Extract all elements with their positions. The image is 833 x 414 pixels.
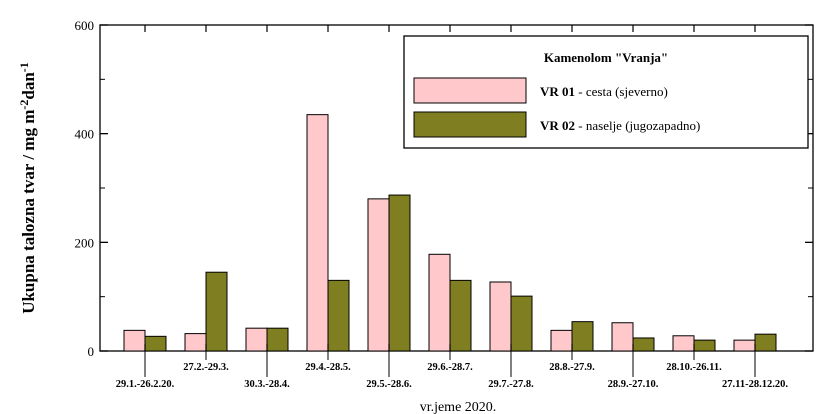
legend: Kamenolom "Vranja" VR 01 - cesta (sjever… <box>403 35 809 149</box>
x-axis: 29.1.-26.2.20. 27.2.-29.3. 30.3.-28.4. 29.4… <box>116 25 788 390</box>
bar-vr01 <box>367 198 390 352</box>
x-tick-label: 27.11-28.12.20. <box>722 379 788 390</box>
bar-vr01 <box>428 253 451 352</box>
bar-vr01 <box>184 333 207 352</box>
x-tick-label: 28.8.-27.9. <box>549 362 595 373</box>
legend-swatch <box>413 111 527 138</box>
bar-vr01 <box>611 322 634 352</box>
y-tick-label: 200 <box>75 235 95 250</box>
bar-vr02 <box>754 333 777 352</box>
y-axis: 0 200 400 600 <box>75 18 813 359</box>
bar-vr02 <box>144 335 167 352</box>
bar-vr01 <box>733 339 756 352</box>
x-tick-label: 29.7.-27.8. <box>488 379 534 390</box>
bar-vr01 <box>245 327 268 352</box>
legend-entry: VR 02 - naselje (jugozapadno) <box>540 118 700 133</box>
x-tick-label: 29.1.-26.2.20. <box>116 379 175 390</box>
bar-vr01 <box>550 329 573 352</box>
x-tick-label: 29.6.-28.7. <box>427 362 473 373</box>
x-tick-label: 28.10.-26.11. <box>666 362 722 373</box>
y-tick-label: 600 <box>75 18 95 33</box>
x-tick-label: 30.3.-28.4. <box>244 379 290 390</box>
bar-vr02 <box>571 321 594 352</box>
x-axis-title: vr.jeme 2020. <box>420 400 497 414</box>
x-tick-label: 29.5.-28.6. <box>366 379 412 390</box>
x-tick-label: 29.4.-28.5. <box>305 362 351 373</box>
legend-title: Kamenolom "Vranja" <box>544 50 668 65</box>
bar-vr01 <box>489 281 512 352</box>
bars <box>123 114 777 352</box>
y-tick-label: 400 <box>75 127 95 142</box>
bar-vr02 <box>632 337 655 352</box>
bar-vr02 <box>266 327 289 352</box>
bar-vr02 <box>388 194 411 352</box>
bar-vr02 <box>205 271 228 352</box>
bar-vr01 <box>123 329 146 352</box>
x-tick-label: 28.9.-27.10. <box>608 379 659 390</box>
legend-swatch <box>413 77 527 104</box>
legend-entry: VR 01 - cesta (sjeverno) <box>540 84 668 99</box>
x-tick-label: 27.2.-29.3. <box>183 362 229 373</box>
bar-vr02 <box>449 279 472 352</box>
bar-vr02 <box>510 295 533 352</box>
bar-vr02 <box>327 279 350 352</box>
y-axis-title: Ukupna talozna tvar / mg m-2dan-1 <box>17 62 38 314</box>
bar-vr02 <box>693 339 716 352</box>
bar-vr01 <box>306 114 329 352</box>
bar-vr01 <box>672 335 695 352</box>
y-tick-label: 0 <box>88 344 95 359</box>
